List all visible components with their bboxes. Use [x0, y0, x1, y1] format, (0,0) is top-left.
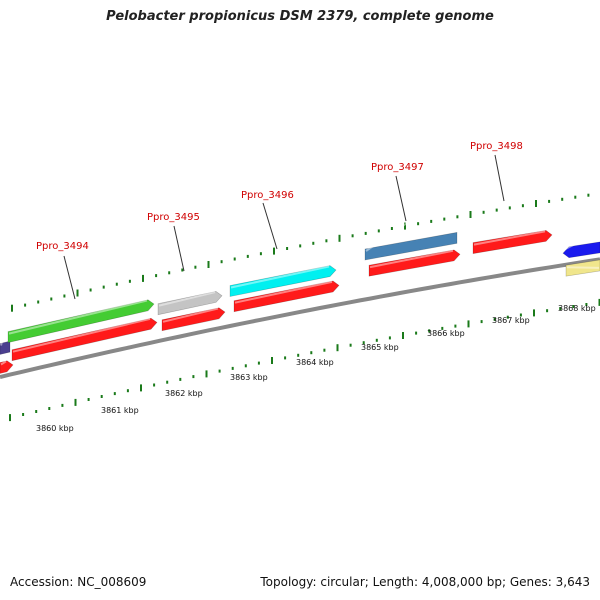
feature-green-ppro-3494[interactable] — [7, 299, 155, 343]
label-line-3 — [395, 175, 407, 222]
feature-blue-ppro-3497[interactable] — [364, 232, 458, 261]
scale-label-3867: 3867 kbp — [492, 316, 530, 325]
feature-purple-left[interactable] — [0, 340, 11, 355]
map-title: Pelobacter propionicus DSM 2379, complet… — [106, 9, 494, 24]
accession-text: Accession: NC_008609 — [10, 575, 147, 589]
topology-text: Topology: circular; Length: 4,008,000 bp… — [260, 575, 590, 589]
cds-red-ppro-3496-highlight — [234, 280, 333, 304]
genome-backbone — [0, 257, 600, 379]
gene-label-ppro-3495[interactable]: Ppro_3495 — [147, 212, 200, 223]
scale-label-3864: 3864 kbp — [296, 358, 334, 367]
cds-red-ppro-3497[interactable] — [368, 249, 461, 277]
label-line-4 — [494, 154, 505, 202]
label-line-2 — [262, 202, 278, 250]
feature-khaki-right-highlight — [566, 266, 600, 269]
cds-red-ppro-3494[interactable] — [11, 317, 158, 362]
scale-label-3860: 3860 kbp — [36, 424, 74, 433]
scale-label-3862: 3862 kbp — [165, 389, 203, 398]
gene-label-ppro-3496[interactable]: Ppro_3496 — [241, 190, 294, 201]
cds-red-ppro-3494-highlight — [12, 317, 151, 353]
feature-green-ppro-3494-highlight — [8, 299, 148, 335]
cds-red-ppro-3498[interactable] — [472, 230, 553, 254]
gene-label-ppro-3494[interactable]: Ppro_3494 — [36, 241, 89, 252]
outer-tick-ring — [11, 193, 590, 312]
scale-label-3861: 3861 kbp — [101, 406, 139, 415]
scale-label-3865: 3865 kbp — [361, 343, 399, 352]
feature-cyan-ppro-3496[interactable] — [229, 265, 337, 297]
cds-red-ppro-3496[interactable] — [233, 280, 340, 313]
feature-khaki-right[interactable] — [565, 259, 600, 277]
cds-red-left-edge-highlight — [0, 360, 7, 366]
scale-label-3868: 3868 kbp — [558, 304, 596, 313]
feature-purple-left-highlight — [0, 314, 10, 346]
feature-cyan-ppro-3496-highlight — [230, 265, 330, 289]
feature-blue-right[interactable] — [562, 241, 600, 259]
feature-gray-ppro-3495-highlight — [158, 291, 216, 307]
cds-red-ppro-3498-highlight — [473, 230, 546, 246]
cds-red-ppro-3497-highlight — [369, 249, 454, 269]
scale-label-3866: 3866 kbp — [427, 329, 465, 338]
feature-blue-ppro-3497-highlight — [365, 188, 457, 252]
feature-track — [0, 188, 600, 374]
gene-label-ppro-3498[interactable]: Ppro_3498 — [470, 141, 523, 152]
feature-gray-ppro-3495[interactable] — [157, 291, 223, 316]
cds-red-ppro-3495-highlight — [162, 307, 219, 323]
gene-label-lines — [63, 154, 505, 300]
gene-label-ppro-3497[interactable]: Ppro_3497 — [371, 162, 424, 173]
label-line-1 — [173, 225, 185, 272]
inner-tick-ring — [9, 298, 600, 422]
feature-blue-right-highlight — [563, 231, 600, 251]
scale-label-3863: 3863 kbp — [230, 373, 268, 382]
cds-red-left-edge[interactable] — [0, 360, 14, 374]
cds-red-ppro-3495[interactable] — [161, 307, 226, 332]
label-line-0 — [63, 255, 76, 300]
